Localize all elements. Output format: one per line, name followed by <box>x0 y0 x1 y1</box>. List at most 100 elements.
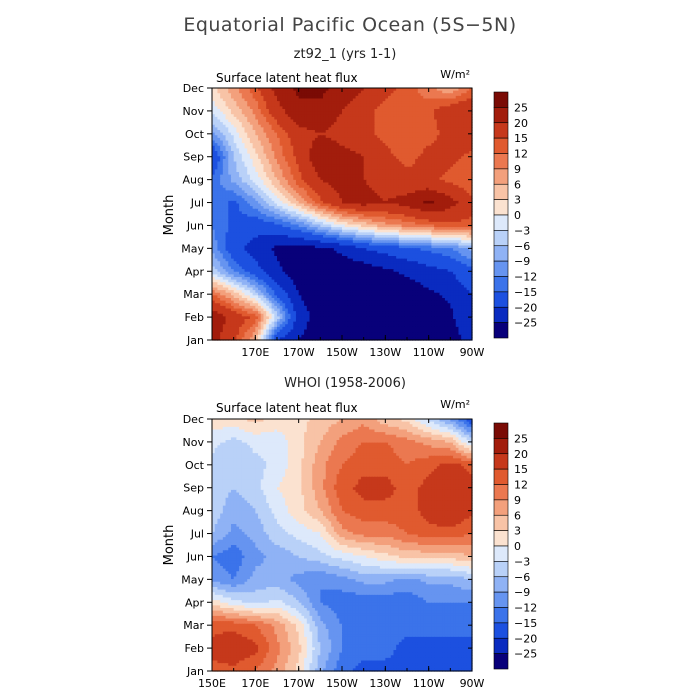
heatmap-cell <box>336 88 340 92</box>
heatmap-cell <box>396 95 400 100</box>
heatmap-cell <box>463 93 468 97</box>
heatmap-cell <box>382 95 386 100</box>
heatmap-cell <box>249 98 254 102</box>
heatmap-cell <box>428 93 432 97</box>
heatmap-cell <box>331 90 335 94</box>
heatmap-cell <box>447 95 451 100</box>
heatmap-cell <box>390 93 395 97</box>
heatmap-cell <box>317 95 321 100</box>
heatmap-cell <box>212 93 216 97</box>
heatmap-cell <box>290 93 294 97</box>
heatmap-cell <box>312 88 316 92</box>
heatmap-cell <box>360 95 365 100</box>
heatmap-cell <box>301 95 305 100</box>
heatmap-cell <box>331 95 335 100</box>
heatmap-cell <box>333 88 338 92</box>
heatmap-cell <box>339 95 343 100</box>
heatmap-cell <box>463 95 468 100</box>
heatmap-cell <box>360 93 365 97</box>
heatmap-cell <box>407 95 411 100</box>
heatmap-cell <box>309 90 313 94</box>
heatmap-cell <box>328 93 332 97</box>
heatmap-cell <box>217 95 221 100</box>
heatmap-cell <box>295 95 300 100</box>
heatmap-cell <box>431 93 435 97</box>
heatmap-cell <box>263 90 267 94</box>
heatmap-cell <box>320 95 324 100</box>
heatmap-cell <box>461 90 465 94</box>
heatmap-cell <box>333 93 338 97</box>
heatmap-cell <box>463 88 468 92</box>
heatmap-cell <box>439 88 443 92</box>
heatmap-cell <box>290 90 294 94</box>
figure-title: Equatorial Pacific Ocean (5S−5N) <box>183 14 516 36</box>
heatmap-cell <box>407 88 411 92</box>
heatmap-cell <box>314 93 319 97</box>
heatmap-cell <box>420 93 424 97</box>
heatmap-cell <box>388 90 392 94</box>
heatmap-cell <box>230 98 235 102</box>
heatmap-cell <box>458 93 462 97</box>
heatmap-cell <box>420 90 424 94</box>
heatmap-cell <box>428 88 432 92</box>
heatmap-cell <box>225 98 229 102</box>
heatmap-cell <box>309 88 313 92</box>
heatmap-cell <box>328 90 332 94</box>
heatmap-cell <box>217 88 221 92</box>
heatmap-cell <box>220 98 224 102</box>
heatmap-cell <box>374 93 378 97</box>
heatmap-cell <box>444 88 449 92</box>
heatmap-cell <box>295 90 300 94</box>
heatmap-cell <box>258 88 262 92</box>
heatmap-cell <box>306 90 311 94</box>
heatmap-cell <box>236 93 240 97</box>
heatmap-cell <box>366 93 370 97</box>
heatmap-cell <box>295 88 300 92</box>
heatmap-cell <box>285 90 289 94</box>
heatmap-cell <box>258 93 262 97</box>
heatmap-cell <box>371 90 376 94</box>
heatmap-cell <box>415 90 419 94</box>
heatmap-cell <box>404 88 408 92</box>
heatmap-cell <box>241 93 246 97</box>
heatmap-cell <box>217 90 221 94</box>
heatmap-cell <box>285 88 289 92</box>
heatmap-cell <box>409 95 414 100</box>
heatmap-cell <box>339 93 343 97</box>
heatmap-cell <box>466 90 470 94</box>
heatmap-cell <box>388 88 392 92</box>
heatmap-cell <box>249 90 254 94</box>
heatmap-cell <box>295 93 300 97</box>
heatmap-cell <box>371 88 376 92</box>
heatmap-cell <box>377 93 381 97</box>
heatmap-cell <box>369 88 373 92</box>
heatmap-cell <box>461 95 465 100</box>
heatmap-cell <box>355 90 359 94</box>
heatmap-cell <box>442 95 446 100</box>
heatmap-cell <box>323 90 327 94</box>
panel-1-ylabel: Month <box>162 195 177 236</box>
heatmap-cell <box>369 90 373 94</box>
heatmap-cell <box>236 90 240 94</box>
heatmap-cell <box>415 88 419 92</box>
heatmap-cell <box>328 95 332 100</box>
heatmap-cell <box>336 95 340 100</box>
heatmap-cell <box>323 88 327 92</box>
heatmap-cell <box>347 88 351 92</box>
heatmap-cell <box>453 95 457 100</box>
heatmap-cell <box>355 95 359 100</box>
heatmap-cell <box>347 93 351 97</box>
heatmap-cell <box>455 90 460 94</box>
heatmap-cell <box>220 95 224 100</box>
heatmap-cell <box>222 93 227 97</box>
heatmap-cell <box>266 90 270 94</box>
heatmap-cell <box>258 95 262 100</box>
heatmap-cell <box>304 88 308 92</box>
heatmap-cell <box>442 93 446 97</box>
heatmap-cell <box>450 93 454 97</box>
heatmap-cell <box>285 95 289 100</box>
heatmap-cell <box>466 88 470 92</box>
heatmap-cell <box>247 90 251 94</box>
heatmap-cell <box>228 95 232 100</box>
heatmap-cell <box>293 90 297 94</box>
